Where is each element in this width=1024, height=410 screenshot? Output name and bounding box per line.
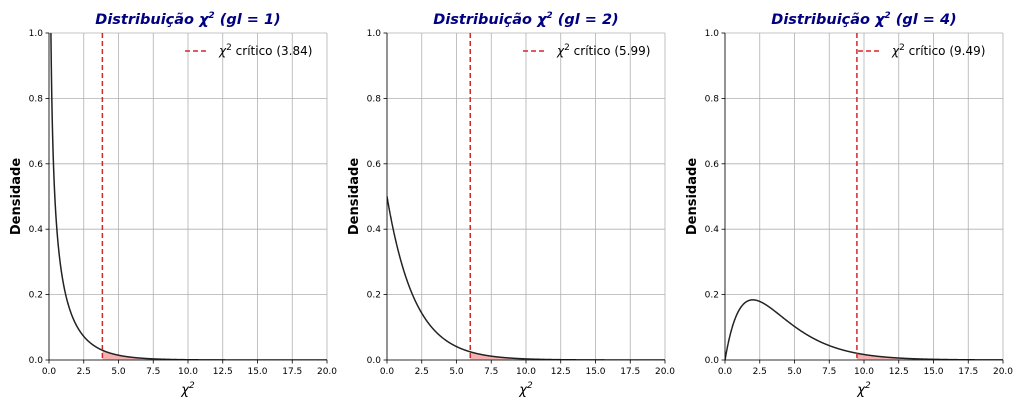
- y-tick-label: 0.8: [29, 94, 44, 104]
- x-tick-label: 7.5: [822, 367, 836, 377]
- legend-superscript: 2: [226, 43, 232, 53]
- y-tick-label: 0.0: [367, 356, 382, 366]
- critical-region-area: [102, 350, 327, 360]
- legend-superscript: 2: [899, 43, 905, 53]
- y-tick-label: 0.8: [367, 94, 382, 104]
- legend-entry: χ2 crítico (5.99): [556, 43, 650, 58]
- x-axis-label: χ2: [180, 381, 195, 398]
- x-tick-label: 17.5: [282, 367, 302, 377]
- chart-panel-gl-2: 0.0 2.5 5.0 7.5 10.0 12.5 15.0 17.5 20.0 0.0 0.2 0.…: [347, 11, 675, 398]
- x-tick-label: 10.0: [854, 367, 874, 377]
- x-tick-label: 17.5: [958, 367, 978, 377]
- title-superscript: 2: [884, 11, 890, 21]
- legend-symbol: χ: [556, 44, 565, 58]
- x-tick-label: 15.0: [247, 367, 267, 377]
- chart-panel-gl-1: 0.0 2.5 5.0 7.5 10.0 12.5 15.0 17.5 20.0 0.0 0.2 0.…: [9, 11, 337, 398]
- title-superscript: 2: [208, 11, 214, 21]
- x-tick-label: 0.0: [718, 367, 733, 377]
- y-tick-label: 0.6: [29, 160, 44, 170]
- y-tick-label: 0.2: [29, 291, 43, 301]
- title-prefix: Distribuição: [771, 12, 875, 28]
- x-label-symbol: χ: [856, 383, 866, 398]
- x-tick-label: 10.0: [178, 367, 198, 377]
- x-tick-label: 15.0: [585, 367, 605, 377]
- x-label-superscript: 2: [527, 381, 533, 391]
- legend-label: crítico (3.84): [232, 44, 313, 58]
- chart-panel-gl-4: 0.0 2.5 5.0 7.5 10.0 12.5 15.0 17.5 20.0 0.0 0.2 0.…: [685, 11, 1013, 398]
- x-label-superscript: 2: [189, 381, 195, 391]
- y-tick-label: 0.2: [705, 291, 719, 301]
- x-tick-label: 12.5: [889, 367, 909, 377]
- y-tick-label: 0.8: [705, 94, 720, 104]
- title-suffix: (gl = 1): [215, 12, 281, 28]
- x-tick-label: 20.0: [655, 367, 675, 377]
- x-tick-label: 5.0: [787, 367, 802, 377]
- y-tick-label: 0.4: [29, 225, 44, 235]
- legend-superscript: 2: [564, 43, 570, 53]
- y-axis-label: Densidade: [347, 158, 362, 235]
- y-axis-label: Densidade: [685, 158, 700, 235]
- x-tick-label: 12.5: [551, 367, 571, 377]
- x-tick-label: 12.5: [213, 367, 233, 377]
- x-tick-label: 2.5: [415, 367, 429, 377]
- x-tick-label: 2.5: [753, 367, 767, 377]
- x-tick-label: 20.0: [317, 367, 337, 377]
- y-tick-label: 0.6: [705, 160, 720, 170]
- x-tick-label: 2.5: [77, 367, 91, 377]
- x-tick-label: 10.0: [516, 367, 536, 377]
- legend-entry: χ2 crítico (3.84): [218, 43, 312, 58]
- x-label-superscript: 2: [865, 381, 871, 391]
- x-tick-label: 5.0: [449, 367, 464, 377]
- y-tick-label: 0.2: [367, 291, 381, 301]
- x-axis-label: χ2: [518, 381, 533, 398]
- critical-region-area: [470, 351, 665, 360]
- title-prefix: Distribuição: [433, 12, 537, 28]
- chart-title: Distribuição χ2 (gl = 1): [95, 11, 280, 28]
- y-tick-label: 1.0: [367, 29, 382, 39]
- title-superscript: 2: [546, 11, 552, 21]
- x-axis-label: χ2: [856, 381, 871, 398]
- title-prefix: Distribuição: [95, 12, 199, 28]
- y-tick-label: 0.0: [29, 356, 44, 366]
- x-tick-label: 17.5: [620, 367, 640, 377]
- y-axis-label: Densidade: [9, 158, 24, 235]
- y-tick-label: 0.4: [705, 225, 720, 235]
- chart-title: Distribuição χ2 (gl = 2): [433, 11, 618, 28]
- x-tick-label: 7.5: [484, 367, 498, 377]
- x-label-symbol: χ: [180, 383, 190, 398]
- legend-label: crítico (9.49): [905, 44, 986, 58]
- density-curve: [725, 299, 1003, 360]
- y-tick-label: 1.0: [29, 29, 44, 39]
- x-tick-label: 5.0: [111, 367, 126, 377]
- legend-symbol: χ: [891, 44, 900, 58]
- title-suffix: (gl = 2): [553, 12, 619, 28]
- legend-symbol: χ: [218, 44, 227, 58]
- x-tick-label: 0.0: [380, 367, 395, 377]
- y-tick-label: 0.6: [367, 160, 382, 170]
- x-tick-label: 0.0: [42, 367, 57, 377]
- legend-entry: χ2 crítico (9.49): [891, 43, 985, 58]
- x-tick-label: 15.0: [923, 367, 943, 377]
- y-tick-label: 0.4: [367, 225, 382, 235]
- title-suffix: (gl = 4): [891, 12, 957, 28]
- chart-title: Distribuição χ2 (gl = 4): [771, 11, 956, 28]
- x-label-symbol: χ: [518, 383, 528, 398]
- x-tick-label: 7.5: [146, 367, 160, 377]
- title-symbol: χ: [536, 12, 548, 28]
- y-tick-label: 1.0: [705, 29, 720, 39]
- legend-label: crítico (5.99): [570, 44, 651, 58]
- title-symbol: χ: [198, 12, 210, 28]
- x-tick-label: 20.0: [993, 367, 1013, 377]
- y-tick-label: 0.0: [705, 356, 720, 366]
- title-symbol: χ: [874, 12, 886, 28]
